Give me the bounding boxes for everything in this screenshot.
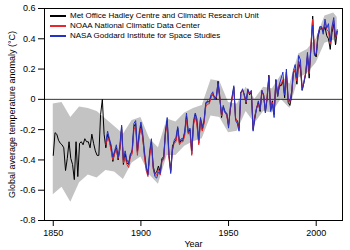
html-text:NOAA National Climatic Data Ce: NOAA National Climatic Data Center [70, 21, 200, 30]
html-text:NASA Goddard Institute for Spa: NASA Goddard Institute for Space Studies [70, 31, 221, 40]
svg-text:-0.8: -0.8 [20, 215, 36, 225]
svg-text:-0.4: -0.4 [20, 155, 36, 165]
svg-text:0: 0 [30, 94, 35, 104]
svg-text:Global average temperature ano: Global average temperature anomaly (°C) [7, 31, 17, 198]
svg-text:-0.2: -0.2 [20, 125, 36, 135]
svg-text:-0.6: -0.6 [20, 185, 36, 195]
svg-text:1900: 1900 [131, 228, 151, 238]
svg-text:Year: Year [184, 239, 202, 249]
svg-text:1850: 1850 [43, 228, 63, 238]
svg-text:1950: 1950 [219, 228, 239, 238]
html-text:Met Office Hadley Centre and C: Met Office Hadley Centre and Climatic Re… [70, 11, 259, 20]
svg-text:0.2: 0.2 [23, 64, 36, 74]
svg-text:2000: 2000 [306, 228, 326, 238]
svg-text:0.4: 0.4 [23, 34, 36, 44]
svg-text:0.6: 0.6 [23, 3, 36, 13]
